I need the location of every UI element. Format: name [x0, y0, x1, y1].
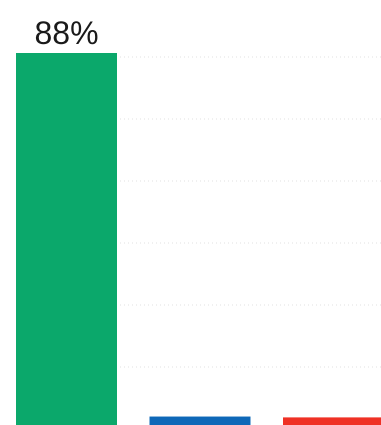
data-labels: 88%: [34, 15, 98, 51]
bars: [16, 53, 381, 425]
bar-2: [149, 416, 251, 425]
bar-3: [283, 417, 381, 425]
data-label-bar-1: 88%: [34, 15, 98, 51]
bar-1: [16, 53, 117, 425]
